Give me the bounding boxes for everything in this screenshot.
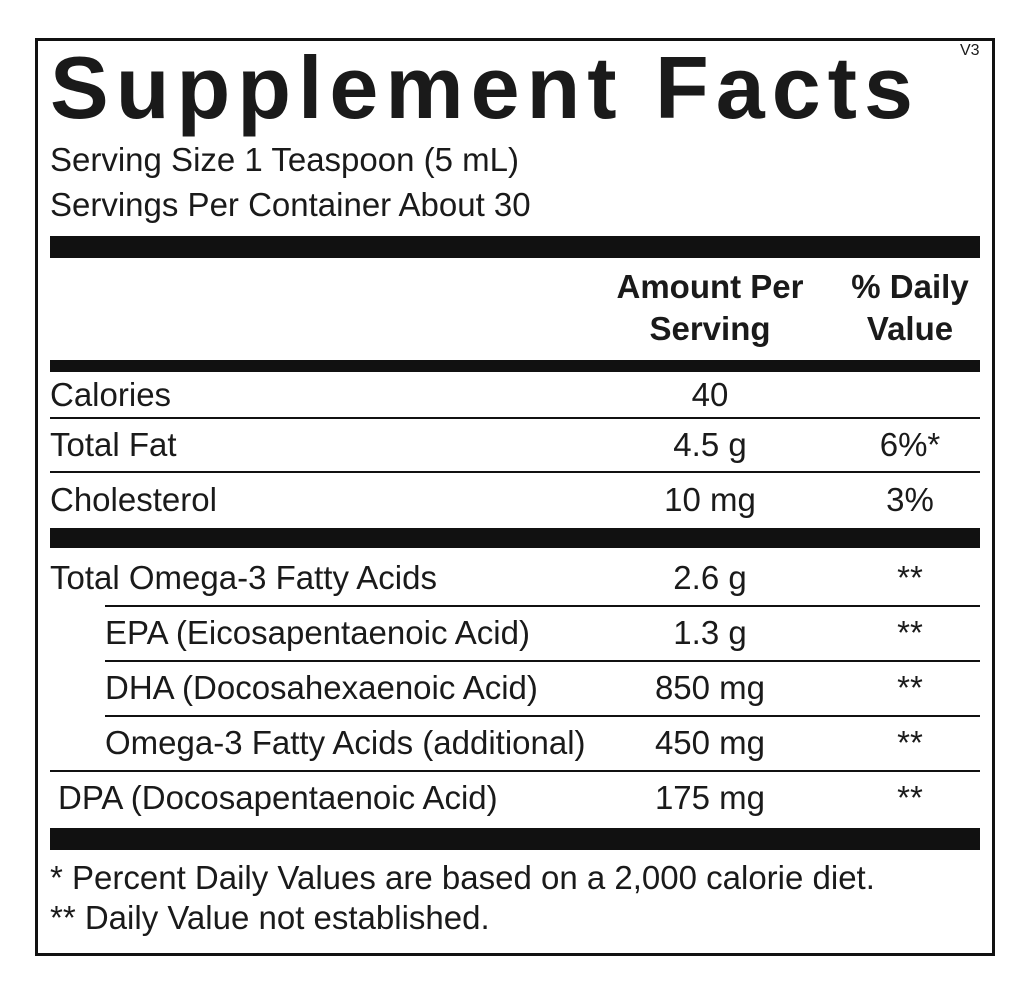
nutrient-label: Calories [50,376,172,413]
daily-value: ** [897,614,923,651]
label-border [35,38,995,956]
amount: 1.3 g [673,614,747,651]
rule [50,471,980,473]
header-amount: Amount Per Serving [616,268,804,347]
nutrient-label: Total Omega-3 Fatty Acids [50,559,437,596]
amount: 4.5 g [673,426,747,463]
amount: 10 mg [664,481,756,518]
daily-value: ** [897,724,923,761]
nutrient-label: Cholesterol [50,481,217,518]
version: V3 [960,42,980,59]
rule [50,770,980,772]
servings-per-container: Servings Per Container About 30 [50,186,531,223]
nutrient-label: DPA (Docosapentaenoic Acid) [58,779,498,816]
rule-thick [50,828,980,850]
rule [105,605,980,607]
serving-size: Serving Size 1 Teaspoon (5 mL) [50,141,519,178]
header-daily-value: % Daily Value [851,268,969,347]
amount: 40 [691,376,729,413]
nutrient-label: Omega-3 Fatty Acids (additional) [105,724,586,761]
amount: 450 mg [654,724,766,761]
amount: 175 mg [654,779,766,816]
footnote: * Percent Daily Values are based on a 2,… [50,859,875,896]
rule [50,417,980,419]
nutrient-label: EPA (Eicosapentaenoic Acid) [105,614,530,651]
daily-value: ** [897,779,923,816]
rule-thick [50,528,980,548]
rule [105,715,980,717]
daily-value: 3% [886,481,934,518]
amount: 850 mg [654,669,766,706]
nutrient-label: DHA (Docosahexaenoic Acid) [105,669,538,706]
rule-thick [50,236,980,258]
daily-value: 6%* [879,426,941,463]
daily-value: ** [897,559,923,596]
footnote: ** Daily Value not established. [50,899,490,936]
amount: 2.6 g [673,559,747,596]
nutrient-label: Total Fat [50,426,177,463]
title: Supplement Facts [50,38,920,137]
rule-thick [50,360,980,372]
rule [105,660,980,662]
daily-value: ** [897,669,923,706]
